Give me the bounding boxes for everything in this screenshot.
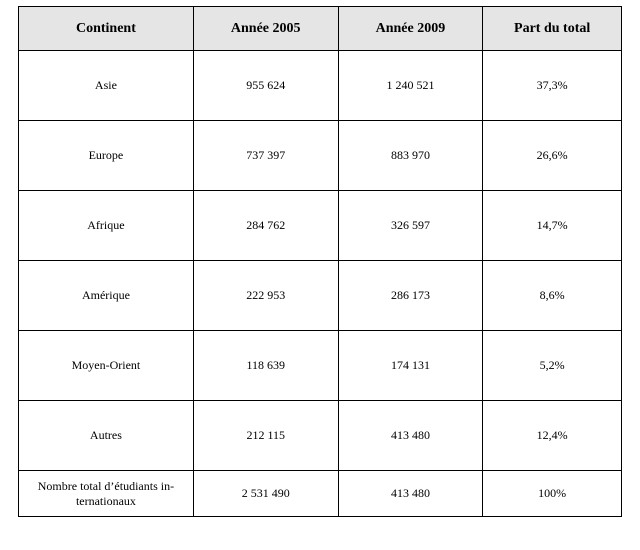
cell-total-y2009: 413 480 (338, 471, 483, 517)
col-header-year-2009: Année 2009 (338, 7, 483, 51)
cell-total-label: Nombre total d’étudiants in- ternationau… (19, 471, 194, 517)
cell-y2005: 737 397 (193, 121, 338, 191)
table-row: Amérique 222 953 286 173 8,6% (19, 261, 622, 331)
cell-part: 5,2% (483, 331, 622, 401)
cell-continent: Amérique (19, 261, 194, 331)
cell-part: 14,7% (483, 191, 622, 261)
cell-continent: Autres (19, 401, 194, 471)
cell-y2005: 212 115 (193, 401, 338, 471)
table-row: Moyen-Orient 118 639 174 131 5,2% (19, 331, 622, 401)
cell-y2005: 284 762 (193, 191, 338, 261)
cell-total-y2005: 2 531 490 (193, 471, 338, 517)
cell-continent: Afrique (19, 191, 194, 261)
cell-continent: Moyen-Orient (19, 331, 194, 401)
cell-total-part: 100% (483, 471, 622, 517)
cell-part: 26,6% (483, 121, 622, 191)
cell-continent: Asie (19, 51, 194, 121)
table-body: Asie 955 624 1 240 521 37,3% Europe 737 … (19, 51, 622, 517)
cell-y2009: 883 970 (338, 121, 483, 191)
header-row: Continent Année 2005 Année 2009 Part du … (19, 7, 622, 51)
table-container: Continent Année 2005 Année 2009 Part du … (0, 0, 640, 550)
table-header: Continent Année 2005 Année 2009 Part du … (19, 7, 622, 51)
cell-y2005: 118 639 (193, 331, 338, 401)
col-header-part: Part du total (483, 7, 622, 51)
cell-part: 8,6% (483, 261, 622, 331)
cell-part: 37,3% (483, 51, 622, 121)
table-row: Asie 955 624 1 240 521 37,3% (19, 51, 622, 121)
table-row: Europe 737 397 883 970 26,6% (19, 121, 622, 191)
cell-continent: Europe (19, 121, 194, 191)
cell-y2009: 1 240 521 (338, 51, 483, 121)
cell-y2009: 413 480 (338, 401, 483, 471)
cell-part: 12,4% (483, 401, 622, 471)
col-header-year-2005: Année 2005 (193, 7, 338, 51)
cell-y2009: 326 597 (338, 191, 483, 261)
table-row: Autres 212 115 413 480 12,4% (19, 401, 622, 471)
table-row: Afrique 284 762 326 597 14,7% (19, 191, 622, 261)
col-header-continent: Continent (19, 7, 194, 51)
students-table: Continent Année 2005 Année 2009 Part du … (18, 6, 622, 517)
table-total-row: Nombre total d’étudiants in- ternationau… (19, 471, 622, 517)
cell-y2005: 955 624 (193, 51, 338, 121)
cell-y2009: 286 173 (338, 261, 483, 331)
cell-y2009: 174 131 (338, 331, 483, 401)
cell-y2005: 222 953 (193, 261, 338, 331)
